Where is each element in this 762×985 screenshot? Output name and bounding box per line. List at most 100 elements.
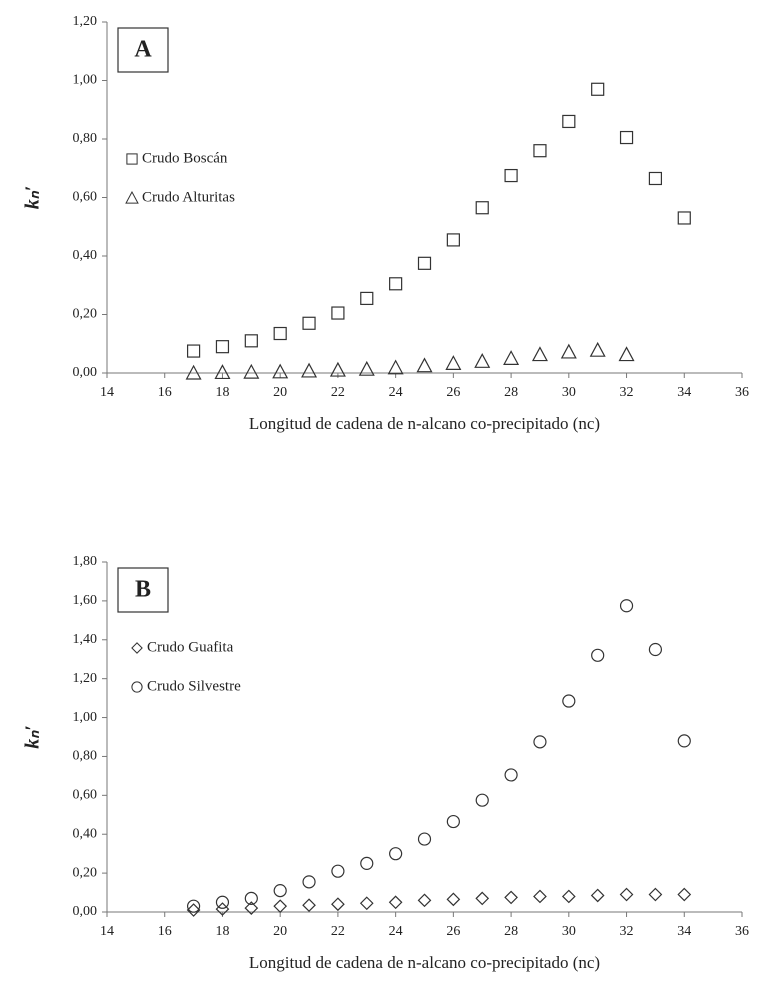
marker-triangle	[589, 341, 606, 357]
x-tick-label: 24	[389, 924, 403, 939]
x-axis-label: Longitud de cadena de n-alcano co-precip…	[249, 414, 600, 433]
marker-circle	[389, 847, 403, 861]
x-tick-label: 32	[620, 924, 634, 939]
legend-marker	[131, 681, 143, 693]
legend-label: Crudo Silvestre	[147, 678, 241, 694]
marker-triangle	[185, 364, 202, 380]
x-tick-label: 28	[504, 924, 518, 939]
y-tick-label: 0,40	[73, 826, 98, 841]
panel-label: B	[135, 577, 151, 603]
x-tick-label: 36	[735, 924, 749, 939]
marker-diamond	[244, 901, 259, 915]
x-tick-label: 14	[100, 385, 114, 400]
marker-triangle	[416, 357, 433, 373]
panel-label-box	[117, 27, 169, 73]
marker-triangle	[618, 346, 635, 362]
marker-square	[273, 326, 287, 341]
y-tick-label: 0,40	[73, 248, 98, 263]
marker-square	[331, 306, 345, 320]
x-tick-label: 36	[735, 385, 749, 400]
marker-square	[562, 114, 576, 129]
marker-diamond	[446, 892, 461, 907]
marker-square	[475, 201, 489, 215]
marker-diamond	[533, 889, 547, 904]
marker-circle	[186, 899, 201, 913]
x-tick-label: 30	[562, 385, 576, 400]
marker-triangle	[531, 346, 548, 362]
x-tick-label: 26	[446, 924, 460, 939]
x-axis-label: Longitud de cadena de n-alcano co-precip…	[249, 953, 600, 972]
marker-diamond	[677, 887, 692, 902]
marker-triangle	[301, 362, 318, 378]
marker-diamond	[331, 897, 345, 912]
x-tick-label: 30	[562, 924, 576, 939]
y-tick-label: 0,80	[73, 749, 98, 764]
marker-circle	[677, 734, 691, 748]
panel-label: A	[134, 37, 152, 63]
legend-marker	[131, 642, 143, 654]
x-tick-label: 22	[331, 385, 345, 400]
marker-circle	[331, 864, 345, 878]
x-tick-label: 22	[331, 924, 345, 939]
marker-square	[360, 291, 374, 306]
marker-square	[389, 277, 403, 291]
marker-triangle	[214, 364, 231, 380]
marker-diamond	[590, 888, 605, 903]
marker-circle	[360, 856, 374, 870]
y-tick-label: 0,60	[73, 190, 98, 205]
marker-square	[591, 82, 605, 96]
y-tick-label: 0,80	[73, 131, 98, 146]
marker-triangle	[445, 355, 462, 370]
y-tick-label: 1,80	[73, 554, 98, 569]
legend-label: Crudo Boscán	[142, 150, 228, 166]
marker-diamond	[504, 890, 518, 905]
marker-square	[446, 233, 460, 247]
x-tick-label: 28	[504, 385, 518, 400]
marker-square	[302, 316, 316, 330]
y-tick-label: 1,20	[73, 14, 98, 29]
marker-square	[244, 334, 258, 348]
x-tick-label: 20	[273, 924, 287, 939]
y-axis-label: kₙ′	[22, 725, 44, 749]
x-tick-label: 32	[620, 385, 634, 400]
y-tick-label: 1,40	[73, 632, 98, 647]
y-tick-label: 1,00	[73, 710, 98, 725]
marker-circle	[562, 694, 576, 708]
y-tick-label: 1,60	[73, 593, 98, 608]
marker-circle	[619, 599, 634, 613]
legend-label: Crudo Alturitas	[142, 189, 235, 205]
marker-triangle	[503, 350, 520, 365]
marker-square	[215, 340, 230, 354]
legend-label: Crudo Guafita	[147, 639, 234, 655]
marker-diamond	[273, 899, 288, 914]
marker-circle	[446, 814, 460, 829]
marker-triangle	[474, 353, 491, 368]
marker-diamond	[561, 889, 576, 904]
marker-circle	[302, 875, 316, 889]
marker-square	[648, 171, 663, 186]
marker-triangle	[272, 363, 289, 379]
marker-square	[533, 144, 547, 158]
x-tick-label: 26	[446, 385, 460, 400]
y-tick-label: 0,60	[73, 788, 98, 803]
y-axis-label: kₙ′	[22, 186, 44, 210]
marker-diamond	[619, 887, 634, 902]
marker-diamond	[388, 895, 403, 910]
x-tick-label: 16	[158, 924, 172, 939]
marker-triangle	[358, 360, 375, 376]
x-tick-label: 16	[158, 385, 172, 400]
marker-triangle	[560, 343, 577, 359]
marker-square	[504, 168, 518, 183]
marker-diamond	[359, 896, 374, 911]
marker-circle	[504, 768, 518, 782]
marker-diamond	[648, 887, 663, 902]
x-tick-label: 34	[677, 924, 691, 939]
legend-marker	[126, 153, 138, 165]
y-tick-label: 0,00	[73, 365, 98, 380]
y-tick-label: 1,00	[73, 73, 98, 88]
marker-diamond	[186, 903, 201, 917]
marker-diamond	[417, 893, 432, 908]
marker-circle	[533, 735, 547, 749]
marker-square	[186, 344, 201, 358]
